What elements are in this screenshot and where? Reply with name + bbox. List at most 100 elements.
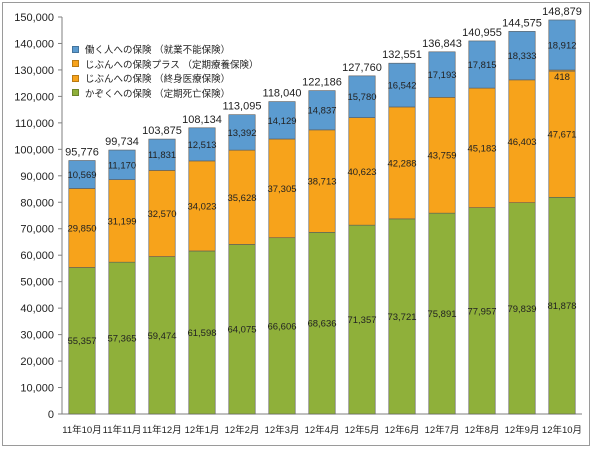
bar-segment xyxy=(428,97,456,214)
bar-value-label: 61,598 xyxy=(187,328,216,339)
legend-item: じぶんへの保険プラス （定期療養保険） xyxy=(72,57,258,72)
bar-segment xyxy=(188,160,216,252)
x-tick-label: 11年10月 xyxy=(62,424,101,436)
legend-swatch xyxy=(72,89,79,97)
bar-value-label: 46,403 xyxy=(507,137,536,148)
bar-value-label: 68,636 xyxy=(307,319,336,330)
bar-segment xyxy=(108,261,136,415)
bar-segment xyxy=(548,19,576,71)
bar-segment xyxy=(388,106,416,220)
y-tick-label: 0 xyxy=(48,409,54,421)
x-tick-label: 12年6月 xyxy=(385,424,420,436)
bar-segment xyxy=(228,149,256,245)
y-tick-label: 150,000 xyxy=(14,12,54,24)
legend-swatch xyxy=(72,45,79,53)
bar-value-label: 15,780 xyxy=(347,92,376,103)
y-tick-label: 90,000 xyxy=(20,171,54,183)
y-tick-label: 80,000 xyxy=(20,197,54,209)
bar-segment xyxy=(388,62,416,108)
bar-value-label: 32,570 xyxy=(147,209,176,220)
legend-swatch xyxy=(72,60,79,68)
x-tick-label: 12年7月 xyxy=(425,424,460,436)
y-tick-label: 140,000 xyxy=(14,38,54,50)
y-tick-label: 50,000 xyxy=(20,277,54,289)
bar-segment xyxy=(148,138,176,171)
x-tick-label: 12年3月 xyxy=(265,424,300,436)
bar-segment xyxy=(148,170,176,257)
bar-segment xyxy=(188,250,216,415)
bar-total-label: 99,734 xyxy=(105,136,139,148)
bar-total-label: 148,879 xyxy=(542,6,582,18)
y-tick-label: 40,000 xyxy=(20,303,54,315)
bar-value-label: 18,912 xyxy=(547,40,576,51)
bar-total-label: 132,551 xyxy=(382,49,422,61)
bar-segment xyxy=(228,114,256,151)
bar-value-label: 55,357 xyxy=(67,336,96,347)
bar-total-label: 103,875 xyxy=(142,125,182,137)
bar-value-label: 31,199 xyxy=(107,216,136,227)
bar-segment xyxy=(148,256,176,415)
bar-value-label: 11,831 xyxy=(148,150,176,161)
bar-segment xyxy=(68,267,96,415)
bar-total-label: 122,186 xyxy=(302,77,342,89)
bar-value-label: 14,837 xyxy=(307,106,336,117)
bar-segment xyxy=(428,51,456,98)
bar-total-label: 136,843 xyxy=(422,38,462,50)
bar-total-label: 95,776 xyxy=(65,147,99,159)
x-tick-label: 12年9月 xyxy=(505,424,540,436)
x-tick-label: 12年8月 xyxy=(465,424,500,436)
y-tick-label: 60,000 xyxy=(20,250,54,262)
bar-value-label: 34,023 xyxy=(187,201,216,212)
legend-label: 働く人への保険 （就業不能保険） xyxy=(85,45,231,57)
bar-segment xyxy=(468,87,496,208)
legend-label: じぶんへの保険プラス （定期療養保険） xyxy=(85,59,259,71)
bar-total-label: 113,095 xyxy=(223,101,262,113)
bar-value-label: 13,392 xyxy=(227,128,256,139)
bar-segment xyxy=(468,207,496,415)
bar-value-label: 12,513 xyxy=(187,140,216,151)
y-tick-label: 120,000 xyxy=(14,91,54,103)
bar-segment xyxy=(68,160,96,189)
bar-value-label: 45,183 xyxy=(467,143,496,154)
y-tick-label: 100,000 xyxy=(14,144,54,156)
legend-label: かぞくへの保険 （定期死亡保険） xyxy=(85,88,231,100)
bar-value-label: 66,606 xyxy=(267,321,296,332)
bar-segment xyxy=(348,75,376,118)
x-tick-label: 12年10月 xyxy=(542,424,582,436)
bar-value-label: 14,129 xyxy=(267,116,296,127)
bar-segment xyxy=(308,90,336,131)
bar-total-label: 127,760 xyxy=(342,62,382,74)
x-tick-label: 12年1月 xyxy=(185,424,220,436)
legend-item: 働く人への保険 （就業不能保険） xyxy=(72,42,258,57)
bar-value-label: 43,759 xyxy=(427,151,456,162)
x-tick-label: 12年5月 xyxy=(345,424,380,436)
bar-segment xyxy=(108,179,136,263)
bar-value-label: 37,305 xyxy=(267,184,296,195)
bar-value-label: 42,288 xyxy=(387,158,416,169)
bar-value-label: 40,623 xyxy=(347,167,376,178)
bar-value-label: 47,671 xyxy=(547,130,576,141)
y-tick-label: 10,000 xyxy=(20,383,54,395)
bar-value-label: 73,721 xyxy=(387,312,416,323)
bar-total-label: 108,134 xyxy=(182,114,222,126)
bar-value-label: 418 xyxy=(554,72,570,83)
bar-value-label: 11,170 xyxy=(108,160,136,171)
bar-segment xyxy=(468,40,496,89)
bar-segment xyxy=(268,237,296,415)
bar-total-label: 118,040 xyxy=(263,88,302,100)
bar-value-label: 17,193 xyxy=(427,70,456,81)
bar-total-label: 140,955 xyxy=(462,27,502,39)
bar-value-label: 59,474 xyxy=(147,331,176,342)
bar-value-label: 79,839 xyxy=(507,304,536,315)
bar-value-label: 16,542 xyxy=(387,81,416,92)
y-tick-label: 70,000 xyxy=(20,224,54,236)
bar-value-label: 71,357 xyxy=(347,315,376,326)
bar-value-label: 17,815 xyxy=(467,60,496,71)
bar-value-label: 75,891 xyxy=(427,309,456,320)
y-tick-label: 110,000 xyxy=(15,118,54,130)
x-tick-label: 12年4月 xyxy=(305,424,340,436)
x-tick-label: 11年11月 xyxy=(103,424,142,436)
bar-segment xyxy=(308,129,336,233)
bar-segment xyxy=(388,218,416,415)
